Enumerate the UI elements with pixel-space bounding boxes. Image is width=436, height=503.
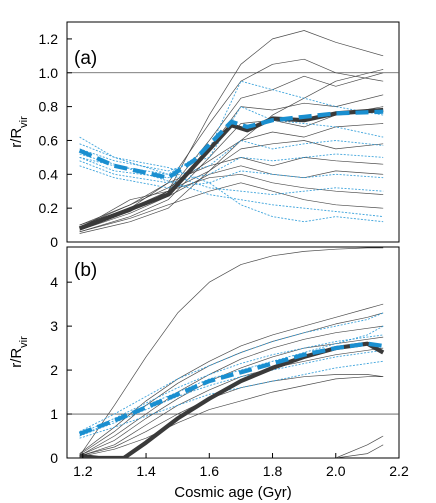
- panel-b-x-tick-label-4: 2.0: [326, 463, 346, 479]
- panel-b-series-16-thin-blue-line: [79, 325, 384, 437]
- panel-a-series-17-thin-blue-line: [79, 153, 384, 184]
- panel-a-y-tick-label-6: 1.2: [39, 31, 59, 47]
- panel-b-y-tick-label-1: 1: [50, 406, 58, 422]
- panel-a-y-tick-label-0: 0: [50, 234, 58, 250]
- panel-b-y-tick-label-0: 0: [50, 450, 58, 466]
- panel-b-series-15-thin-blue-line: [79, 360, 384, 439]
- panel-a-series-19-thin-blue-line: [79, 156, 384, 196]
- panel-a-y-tick-label-5: 1.0: [39, 65, 59, 81]
- panel-a-series-20-thin-blue-line: [79, 153, 384, 218]
- panel-a-series-2-thin-black-line: [79, 30, 384, 228]
- panel-a-series-16-thin-blue-line: [79, 140, 384, 179]
- panel-a-series-12-thin-black-line: [79, 182, 384, 233]
- panel-b-x-tick-label-2: 1.6: [200, 463, 220, 479]
- panel-b-label: (b): [74, 260, 97, 281]
- panel-b-series-10-thin-black-line: [79, 435, 384, 458]
- panel-b-x-tick-label-0: 1.2: [73, 463, 93, 479]
- panel-b-series-12-thin-blue-line: [79, 312, 384, 433]
- panel-a-series-11-thin-black-line: [79, 173, 384, 229]
- panel-b-series-5-thin-black-line: [79, 325, 384, 457]
- panel-b-series-9-thin-black-line: [79, 376, 384, 458]
- panel-a-ticks: 0 0.2 0.4 0.6 0.8 1.0 1.2: [39, 31, 72, 250]
- panel-b-series-0-mean-black-line: [79, 341, 385, 458]
- panel-b-series-14-thin-blue-line: [79, 349, 384, 437]
- panel-b-y-axis-title: r/Rvir: [8, 336, 30, 368]
- panel-a-y-tick-label-1: 0.2: [39, 200, 59, 216]
- panel-b-series-11-thin-black-line: [79, 444, 384, 458]
- panel-a-series-3-thin-black-line: [79, 58, 384, 226]
- panel-b-x-tick-label-3: 1.8: [263, 463, 283, 479]
- panel-b-x-tick-label-5: 2.2: [389, 463, 409, 479]
- panel-b-series-1-mean-blue-line: [78, 341, 384, 436]
- panel-a-series-6-thin-black-line: [79, 106, 384, 233]
- panel-b-series: [78, 247, 385, 458]
- panel-a-label: (a): [74, 48, 97, 69]
- panel-a-y-tick-label-2: 0.4: [39, 166, 59, 182]
- panel-b-ticks: 0 1 2 3 4 1.2 1.4 1.6 1.8 2.0 2.2: [50, 274, 409, 479]
- panel-b-y-tick-label-4: 4: [50, 274, 58, 290]
- panel-a-series: [78, 30, 384, 234]
- panel-b-x-tick-label-1: 1.4: [136, 463, 156, 479]
- panel-a-frame: [66, 21, 400, 243]
- x-axis-title: Cosmic age (Gyr): [174, 484, 292, 501]
- panel-a-series-8-thin-black-line: [79, 140, 384, 234]
- panel-a-series-10-thin-black-line: [79, 165, 384, 231]
- panel-a-y-tick-label-3: 0.6: [39, 132, 59, 148]
- panel-b-series-2-thin-black-line: [79, 247, 384, 456]
- panel-a-y-tick-label-4: 0.8: [39, 99, 59, 115]
- panel-a-y-axis-title: r/Rvir: [8, 116, 30, 148]
- panel-b-series-13-thin-blue-line: [79, 334, 384, 435]
- panel-b-series-6-thin-black-line: [79, 336, 384, 456]
- panel-a-series-1-mean-blue-line: [78, 109, 384, 180]
- panel-b-y-tick-label-2: 2: [50, 362, 58, 378]
- panel-b-y-tick-label-3: 3: [50, 318, 58, 334]
- panel-b-series-7-thin-black-line: [79, 347, 384, 457]
